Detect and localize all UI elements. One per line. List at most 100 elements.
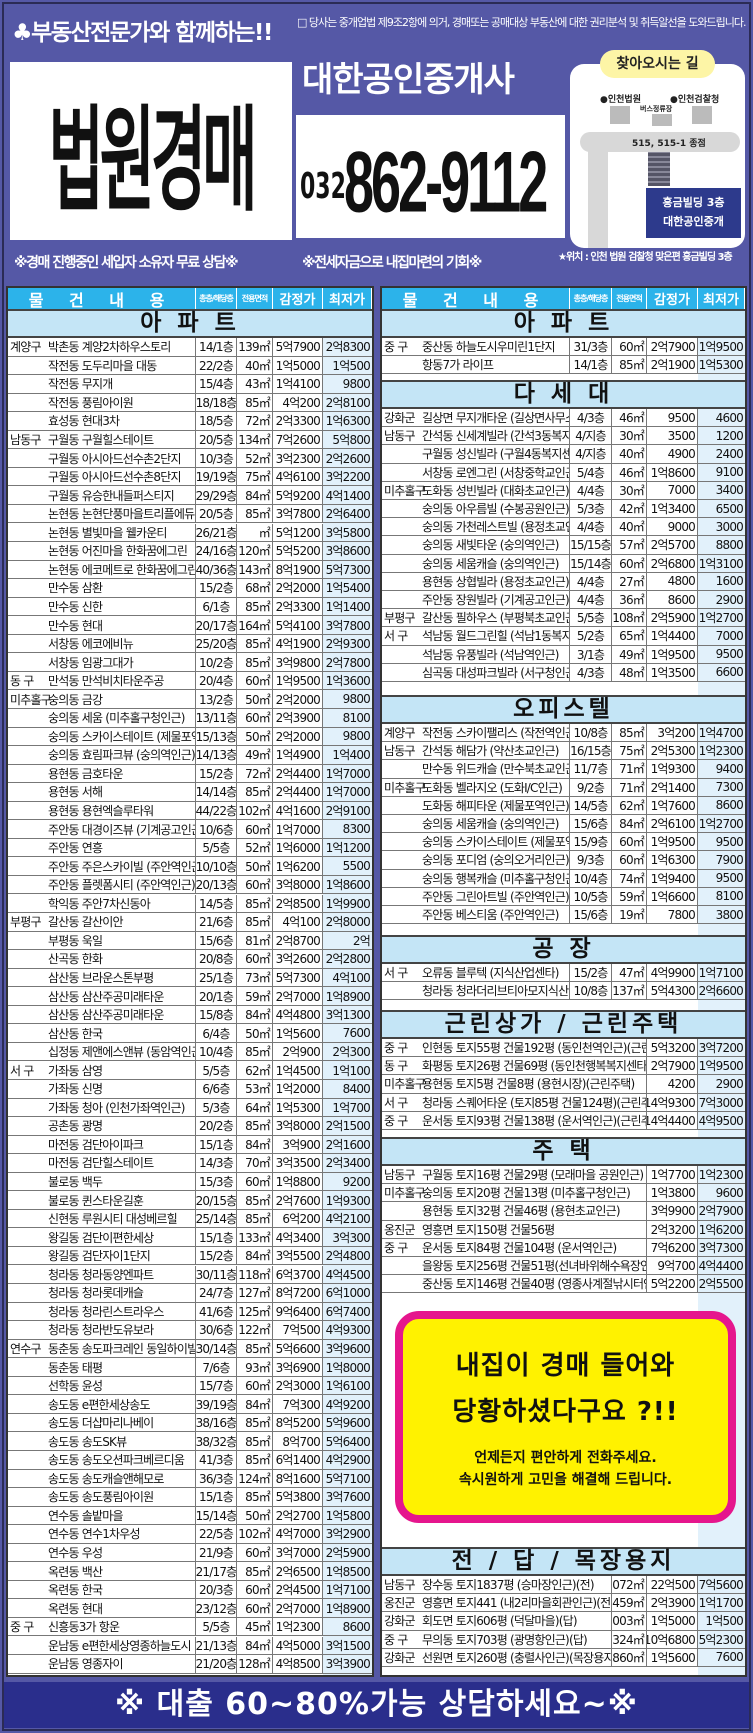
table-row[interactable]: 송도동 송도캐슬앤해모로 36/3층 124㎡ 8억1600 5억7100: [8, 1469, 372, 1489]
table-row[interactable]: 숭의동 새빛타운 (숭의역인근) 15/15층 57㎡ 2억5700 8800: [382, 536, 745, 555]
table-row[interactable]: 중 구 인현동 토지55평 건물192평 (동인천역인근)(근린상가)5억3200…: [382, 1039, 745, 1058]
phone-number[interactable]: 862-9112: [344, 134, 548, 231]
table-row[interactable]: 용현동 서해 14/14층 85㎡ 2억4400 1억7000: [8, 783, 372, 802]
table-row[interactable]: 계양구 박촌동 계양2차하우스토리 14/1층 139㎡ 5억7900 2억8300: [8, 338, 372, 357]
table-row[interactable]: 강화군 선원면 토지260평 (충렬사인근)(목장용지) 860㎡ 1억5600 760…: [382, 1648, 745, 1667]
table-row[interactable]: 숭의동 포디엄 (숭의오거리인근) 9/3층 60㎡ 1억6300 7900: [382, 851, 745, 870]
table-row[interactable]: 서 구 가좌동 삼영 5/5층 62㎡ 1억4500 1억100: [8, 1061, 372, 1080]
table-row[interactable]: 중산동 토지146평 건물40평 (영종사계절낚시터인근) 5억2200 2억550…: [382, 1275, 745, 1294]
table-row[interactable]: 공촌동 광명 20/2층 85㎡ 3억8000 2억1500: [8, 1117, 372, 1136]
table-row[interactable]: 숭의동 아우름빌 (수봉공원인근) 5/3층 42㎡ 1억3400 6500: [382, 500, 745, 519]
table-row[interactable]: 서창동 로엔그린 (서창중학교인근) 5/4층 46㎡ 1억8600 9100: [382, 463, 745, 482]
table-row[interactable]: 중 구 운서동 토지93평 건물138평 (운서역인근)(근린주택) 14억4400…: [382, 1111, 745, 1130]
table-row[interactable]: 청라동 청라롯데캐슬 24/7층 127㎡ 8억7200 6억1000: [8, 1284, 372, 1303]
table-row[interactable]: 항동7가 라이프 14/1층 85㎡ 2억1900 1억5300: [382, 356, 745, 375]
table-row[interactable]: 삼산동 한국 6/4층 50㎡ 1억5600 7600: [8, 1024, 372, 1043]
table-row[interactable]: 서창동 임광그대가 10/2층 85㎡ 3억9800 2억7800: [8, 653, 372, 672]
table-row[interactable]: 계양구 작전동 스카이팰리스 (작전역인근) 10/8층 85㎡ 3억200 1억4700: [382, 724, 745, 743]
table-row[interactable]: 송도동 e편한세상송도 39/19층 84㎡ 7억300 4억9200: [8, 1395, 372, 1414]
table-row[interactable]: 가좌동 신명 6/6층 53㎡ 1억2000 8400: [8, 1080, 372, 1099]
table-row[interactable]: 주안동 연흥 5/5층 52㎡ 1억6000 1억1200: [8, 838, 372, 858]
table-row[interactable]: 미추홀구 용현동 토지5평 건물8평 (용현시장)(근린주택) 4200 2900: [382, 1075, 745, 1094]
table-row[interactable]: 부평구 갈산동 필하우스 (부평북초교인근) 5/5층 108㎡ 2억5900 1억270…: [382, 609, 745, 628]
table-row[interactable]: 운남동 영종자이 21/20층 128㎡ 4억8500 3억3900: [8, 1655, 372, 1674]
table-row[interactable]: 남동구 간석동 해담가 (약산초교인근) 16/15층 75㎡ 2억5300 1억2300: [382, 742, 745, 761]
table-row[interactable]: 작전동 풍림아이원 18/18층 85㎡ 4억200 2억8100: [8, 393, 372, 413]
table-row[interactable]: 작전동 무지개 15/4층 43㎡ 1억4100 9800: [8, 375, 372, 394]
table-row[interactable]: 신현동 루원시티 대성베르힐 25/14층 85㎡ 6억200 4억2100: [8, 1209, 372, 1229]
table-row[interactable]: 중 구 운서동 토지84평 건물104평 (운서역인근) 7억6200 3억7300: [382, 1238, 745, 1257]
table-row[interactable]: 용현동 상협빌라 (용정초교인근) 4/4층 27㎡ 4800 1600: [382, 572, 745, 591]
table-row[interactable]: 연수동 우성 21/9층 60㎡ 3억7000 2억5900: [8, 1543, 372, 1563]
table-row[interactable]: 선학동 윤성 15/7층 60㎡ 2억3000 1억6100: [8, 1376, 372, 1396]
table-row[interactable]: 심곡동 대성파크빌라 (서구청인근) 4/3층 48㎡ 1억3500 6600: [382, 663, 745, 682]
table-row[interactable]: 삼산동 삼산주공미래타운 15/8층 84㎡ 4억4800 3억1300: [8, 1005, 372, 1025]
table-row[interactable]: 동 구 화평동 토지26평 건물69평 (동인천행복복지센타인근)(근린주택)2억…: [382, 1057, 745, 1076]
table-row[interactable]: 숭의동 세움 (미추홀구청인근) 13/11층 60㎡ 2억3900 8100: [8, 709, 372, 728]
table-row[interactable]: 송도동 송도SK뷰 38/32층 85㎡ 8억700 5억6400: [8, 1432, 372, 1451]
table-row[interactable]: 주안동 플렛폼시티 (주안역인근) 20/13층 60㎡ 3억8000 1억8600: [8, 875, 372, 895]
table-row[interactable]: 중 구 중산동 하늘도시우미린1단지 31/3층 60㎡ 2억7900 1억9500: [382, 338, 745, 357]
table-row[interactable]: 연수동 연수1차우성 22/5층 102㎡ 4억7000 3억2900: [8, 1525, 372, 1544]
table-row[interactable]: 옹진군 영흥면 토지150평 건물56평 2억3200 1억6200: [382, 1220, 745, 1239]
table-row[interactable]: 동 구 만석동 만석비치타운주공 20/4층 60㎡ 1억9500 1억3600: [8, 671, 372, 691]
table-row[interactable]: 논현동 별빛마을 웰카운티 26/21층 ㎡ 5억1200 3억5800: [8, 523, 372, 543]
table-row[interactable]: 동춘동 태평 7/6층 93㎡ 3억6900 1억8000: [8, 1358, 372, 1377]
table-row[interactable]: 논현동 논현단풍마을트리플에듀 20/5층 85㎡ 3억7800 2억6400: [8, 504, 372, 524]
table-row[interactable]: 운남동 e편한세상영종하늘도시 21/13층 84㎡ 4억5000 3억1500: [8, 1636, 372, 1656]
phone-box[interactable]: 032) 862-9112: [296, 115, 565, 238]
table-row[interactable]: 숭의동 세움캐슬 (숭의역인근) 15/14층 60㎡ 2억6800 1억3100: [382, 554, 745, 573]
table-row[interactable]: 마전동 검단힐스테이트 14/3층 70㎡ 3억3500 2억3400: [8, 1154, 372, 1173]
table-row[interactable]: 청라동 청라반도유보라 30/6층 122㎡ 7억500 4억9300: [8, 1321, 372, 1340]
table-row[interactable]: 중 구 신흥동3가 항운 5/5층 45㎡ 1억2300 8600: [8, 1617, 372, 1637]
table-row[interactable]: 용현동 용현엑슬루타워 44/22층 102㎡ 4억1600 2억9100: [8, 801, 372, 821]
table-row[interactable]: 만수동 위드캐슬 (만수북초교인근) 11/7층 71㎡ 1억9300 9400: [382, 760, 745, 779]
table-row[interactable]: 도화동 해피타운 (제물포역인근) 14/5층 62㎡ 1억7600 8600: [382, 796, 745, 815]
table-row[interactable]: 왕길동 검단자이1단지 15/2층 84㎡ 3억5500 2억4800: [8, 1246, 372, 1266]
table-row[interactable]: 석남동 유풍빌라 (석남역인근) 3/1층 49㎡ 1억9500 9500: [382, 645, 745, 664]
table-row[interactable]: 송도동 더샵마리나베이 38/16층 85㎡ 8억5200 5억9600: [8, 1413, 372, 1433]
table-row[interactable]: 만수동 현대 20/17층 164㎡ 5억4100 3억7800: [8, 616, 372, 635]
table-row[interactable]: 송도동 송도풍림아이원 15/1층 85㎡ 5억3800 3억7600: [8, 1488, 372, 1507]
table-row[interactable]: 만수동 삼환 15/2층 68㎡ 2억2000 1억5400: [8, 579, 372, 598]
table-row[interactable]: 주안동 주은스카이빌 (주안역인근) 10/10층 50㎡ 1억6200 5500: [8, 857, 372, 876]
table-row[interactable]: 숭의동 효림파크뷰 (숭의역인근) 14/13층 49㎡ 1억4900 1억400: [8, 746, 372, 765]
table-row[interactable]: 미추홀구 숭의동 금강 13/2층 50㎡ 2억2000 9800: [8, 690, 372, 709]
table-row[interactable]: 서창동 에코에비뉴 25/20층 85㎡ 4억1900 2억9300: [8, 634, 372, 654]
table-row[interactable]: 주안동 장원빌라 (기계공고인근) 4/4층 36㎡ 8600 2900: [382, 591, 745, 610]
table-row[interactable]: 가좌동 청아 (인천가좌역인근) 5/3층 64㎡ 1억5300 1억700: [8, 1098, 372, 1118]
table-row[interactable]: 을왕동 토지256평 건물51평(선녀바위해수욕장인근) 9억700 4억4400: [382, 1257, 745, 1276]
table-row[interactable]: 청라동 청라린스트라우스 41/6층 125㎡ 9억6400 6억7400: [8, 1302, 372, 1322]
table-row[interactable]: 학익동 주안7차신동아 14/5층 85㎡ 2억8500 1억9900: [8, 894, 372, 914]
table-row[interactable]: 서 구 석남동 월드그린힐 (석남1동복지센타인근)5/2층65㎡1억440070…: [382, 627, 745, 646]
table-row[interactable]: 옹진군 영흥면 토지441 (내2리마을회관인근)(전)1,459㎡2억39001…: [382, 1594, 745, 1613]
table-row[interactable]: 부평동 욱일 15/6층 81㎡ 2억8700 2억: [8, 931, 372, 951]
table-row[interactable]: 구월동 아시아드선수촌2단지 10/3층 52㎡ 3억2300 2억2600: [8, 449, 372, 468]
table-row[interactable]: 남동구 장수동 토지1837평 (승마장인근)(전) 6,072㎡22억5007억5…: [382, 1576, 745, 1595]
table-row[interactable]: 남동구 구월동 토지16평 건물29평 (모래마을 공원인근) 1억7700 1억23…: [382, 1166, 745, 1185]
table-row[interactable]: 십정동 제앤에스앤뷰 (동암역인근) 10/4층 85㎡ 2억900 2억300: [8, 1042, 372, 1062]
table-row[interactable]: 부평구 갈산동 갈산이안 21/6층 85㎡ 4억100 2억8000: [8, 913, 372, 932]
table-row[interactable]: 중 구 무의동 토지703평 (광명항인근)(답) 2,324㎡10억68005억2…: [382, 1630, 745, 1649]
table-row[interactable]: 주안동 그린아트빌 (주안역인근) 10/5층 59㎡ 1억6600 8100: [382, 887, 745, 906]
table-row[interactable]: 구월동 유승한내들퍼스티지 29/29층 84㎡ 5억9200 4억1400: [8, 486, 372, 505]
table-row[interactable]: 옥련동 백산 21/17층 85㎡ 2억6500 1억8500: [8, 1562, 372, 1581]
table-row[interactable]: 효성동 현대3차 18/5층 72㎡ 2억3300 1억6300: [8, 412, 372, 431]
table-row[interactable]: 청라동 청라동양엔파트 30/11층 118㎡ 6억3700 4억4500: [8, 1265, 372, 1285]
table-row[interactable]: 산곡동 한화 20/8층 60㎡ 3억2600 2억2800: [8, 950, 372, 969]
table-row[interactable]: 용현동 금호타운 15/2층 72㎡ 2억4400 1억7000: [8, 764, 372, 784]
table-row[interactable]: 논현동 에코메트로 한화꿈에그린 40/36층 143㎡ 8억1900 5억7300: [8, 560, 372, 580]
table-row[interactable]: 구월동 아시아드선수촌8단지 19/19층 75㎡ 4억6100 3억2200: [8, 467, 372, 487]
table-row[interactable]: 남동구 구월동 구월힐스테이트 20/5층 134㎡ 7억2600 5억800: [8, 430, 372, 450]
table-row[interactable]: 용현동 토지32평 건물46평 (용현초교인근) 3억9900 2억7900: [382, 1202, 745, 1221]
table-row[interactable]: 주안동 베스티움 (주안역인근) 15/6층 19㎡ 7800 3800: [382, 906, 745, 925]
table-row[interactable]: 연수동 솔밭마을 15/14층 50㎡ 2억2700 1억5800: [8, 1506, 372, 1526]
table-row[interactable]: 서 구 오류동 블루텍 (지식산업센타) 15/2층 47㎡ 4억9900 1억7100: [382, 964, 745, 983]
table-row[interactable]: 숭의동 행복캐슬 (미추홀구청인근) 10/4층 74㎡ 1억9400 9500: [382, 869, 745, 888]
